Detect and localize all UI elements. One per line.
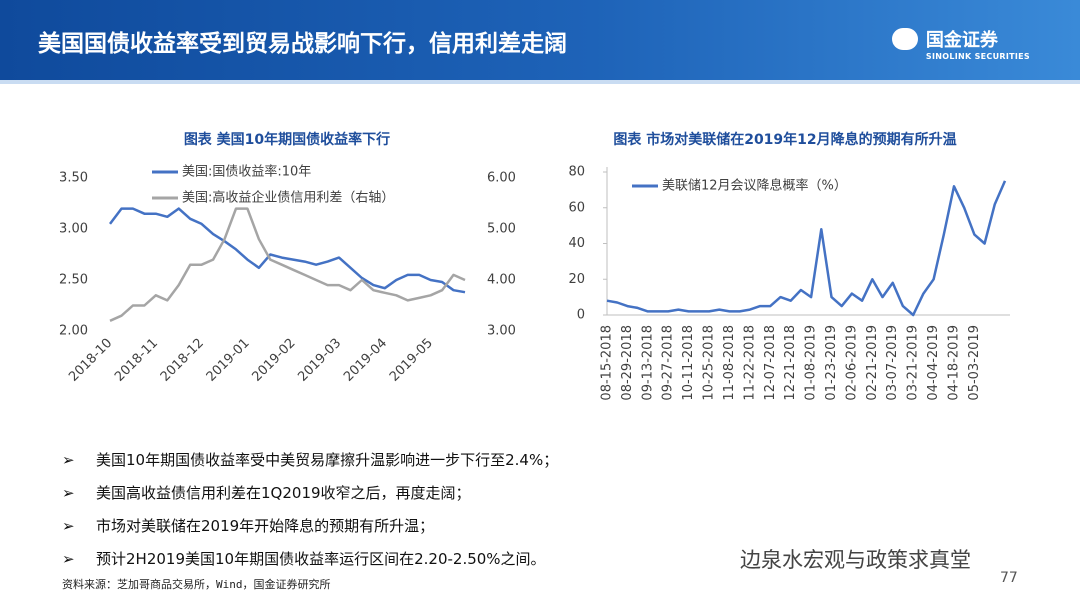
slide-title: 美国国债收益率受到贸易战影响下行，信用利差走阔 — [38, 31, 567, 57]
x-tick-label: 12-21-2018 — [783, 325, 798, 401]
y-tick-label: 60 — [568, 200, 585, 215]
y-tick-label: 3.50 — [59, 171, 88, 186]
y2-tick-label: 6.00 — [487, 171, 516, 186]
logo: 国金证券 SINOLINK SECURITIES — [891, 26, 1030, 61]
x-tick-label: 2018-10 — [66, 336, 115, 385]
x-tick-label: 10-25-2018 — [702, 325, 717, 401]
x-tick-label: 12-07-2018 — [763, 325, 778, 401]
y2-tick-label: 5.00 — [487, 222, 516, 237]
x-tick-label: 2019-01 — [204, 336, 253, 385]
x-tick-label: 02-21-2019 — [865, 325, 880, 401]
header: 美国国债收益率受到贸易战影响下行，信用利差走阔 国金证券 SINOLINK SE… — [0, 0, 1080, 84]
y-tick-label: 20 — [568, 272, 585, 287]
y-tick-label: 0 — [577, 308, 585, 323]
x-tick-label: 09-27-2018 — [661, 325, 676, 401]
x-tick-label: 05-03-2019 — [967, 325, 982, 401]
series-line — [109, 207, 466, 322]
x-tick-label: 03-07-2019 — [885, 325, 900, 401]
bullet: 美国10年期国债收益率受中美贸易摩擦升温影响进一步下行至2.4%； — [62, 444, 558, 477]
y-tick-label: 3.00 — [59, 222, 88, 237]
x-tick-label: 03-21-2019 — [906, 325, 921, 401]
y2-tick-label: 3.00 — [487, 324, 516, 339]
legend-label: 美联储12月会议降息概率（%） — [662, 178, 847, 194]
source: 资料来源：芝加哥商品交易所，Wind，国金证券研究所 — [62, 578, 331, 591]
chart-title: 图表 美国10年期国债收益率下行 — [184, 131, 390, 148]
x-tick-label: 10-11-2018 — [681, 325, 696, 401]
x-tick-label: 11-08-2018 — [722, 325, 737, 401]
legend-label: 美国:高收益企业债信用利差（右轴） — [182, 190, 394, 206]
x-tick-label: 02-06-2019 — [844, 325, 859, 401]
logo-name: 国金证券 — [925, 30, 998, 51]
x-tick-label: 04-04-2019 — [926, 325, 941, 401]
x-tick-label: 2018-12 — [158, 336, 207, 385]
logo-mark — [891, 28, 918, 50]
x-tick-label: 2019-05 — [387, 336, 436, 385]
x-tick-label: 2019-03 — [295, 336, 344, 385]
y-tick-label: 80 — [568, 165, 585, 180]
x-tick-label: 2019-04 — [341, 336, 390, 385]
x-tick-label: 2019-02 — [250, 336, 299, 385]
bullet: 预计2H2019美国10年期国债收益率运行区间在2.20-2.50%之间。 — [62, 543, 558, 576]
page-number: 77 — [1000, 570, 1018, 586]
bullet: 美国高收益债信用利差在1Q2019收窄之后，再度走阔； — [62, 477, 558, 510]
charts: 图表 美国10年期国债收益率下行 2.00 2.50 3.00 3.50 3.00 4.00… — [59, 131, 1010, 401]
y-tick-label: 2.50 — [59, 273, 88, 288]
x-tick-label: 01-23-2019 — [824, 325, 839, 401]
x-tick-label: 09-13-2018 — [640, 325, 655, 401]
x-tick-label: 11-22-2018 — [742, 325, 757, 401]
logo-en: SINOLINK SECURITIES — [925, 52, 1030, 61]
watermark: 边泉水宏观与政策求真堂 — [740, 548, 971, 572]
bullet: 市场对美联储在2019年开始降息的预期有所升温； — [62, 510, 558, 543]
series-line — [109, 207, 466, 294]
y-tick-label: 2.00 — [59, 324, 88, 339]
x-tick-label: 08-29-2018 — [620, 325, 635, 401]
x-tick-label: 08-15-2018 — [600, 325, 615, 401]
legend-label: 美国:国债收益率:10年 — [182, 164, 311, 180]
series-line — [606, 180, 1007, 317]
chart-title: 图表 市场对美联储在2019年12月降息的预期有所升温 — [613, 131, 956, 148]
y2-tick-label: 4.00 — [487, 273, 516, 288]
x-tick-label: 2018-11 — [112, 336, 161, 385]
x-tick-label: 01-08-2019 — [804, 325, 819, 401]
x-tick-label: 04-18-2019 — [946, 325, 961, 401]
y-tick-label: 40 — [568, 236, 585, 251]
bullet-list: 美国10年期国债收益率受中美贸易摩擦升温影响进一步下行至2.4%； 美国高收益债… — [62, 444, 558, 576]
